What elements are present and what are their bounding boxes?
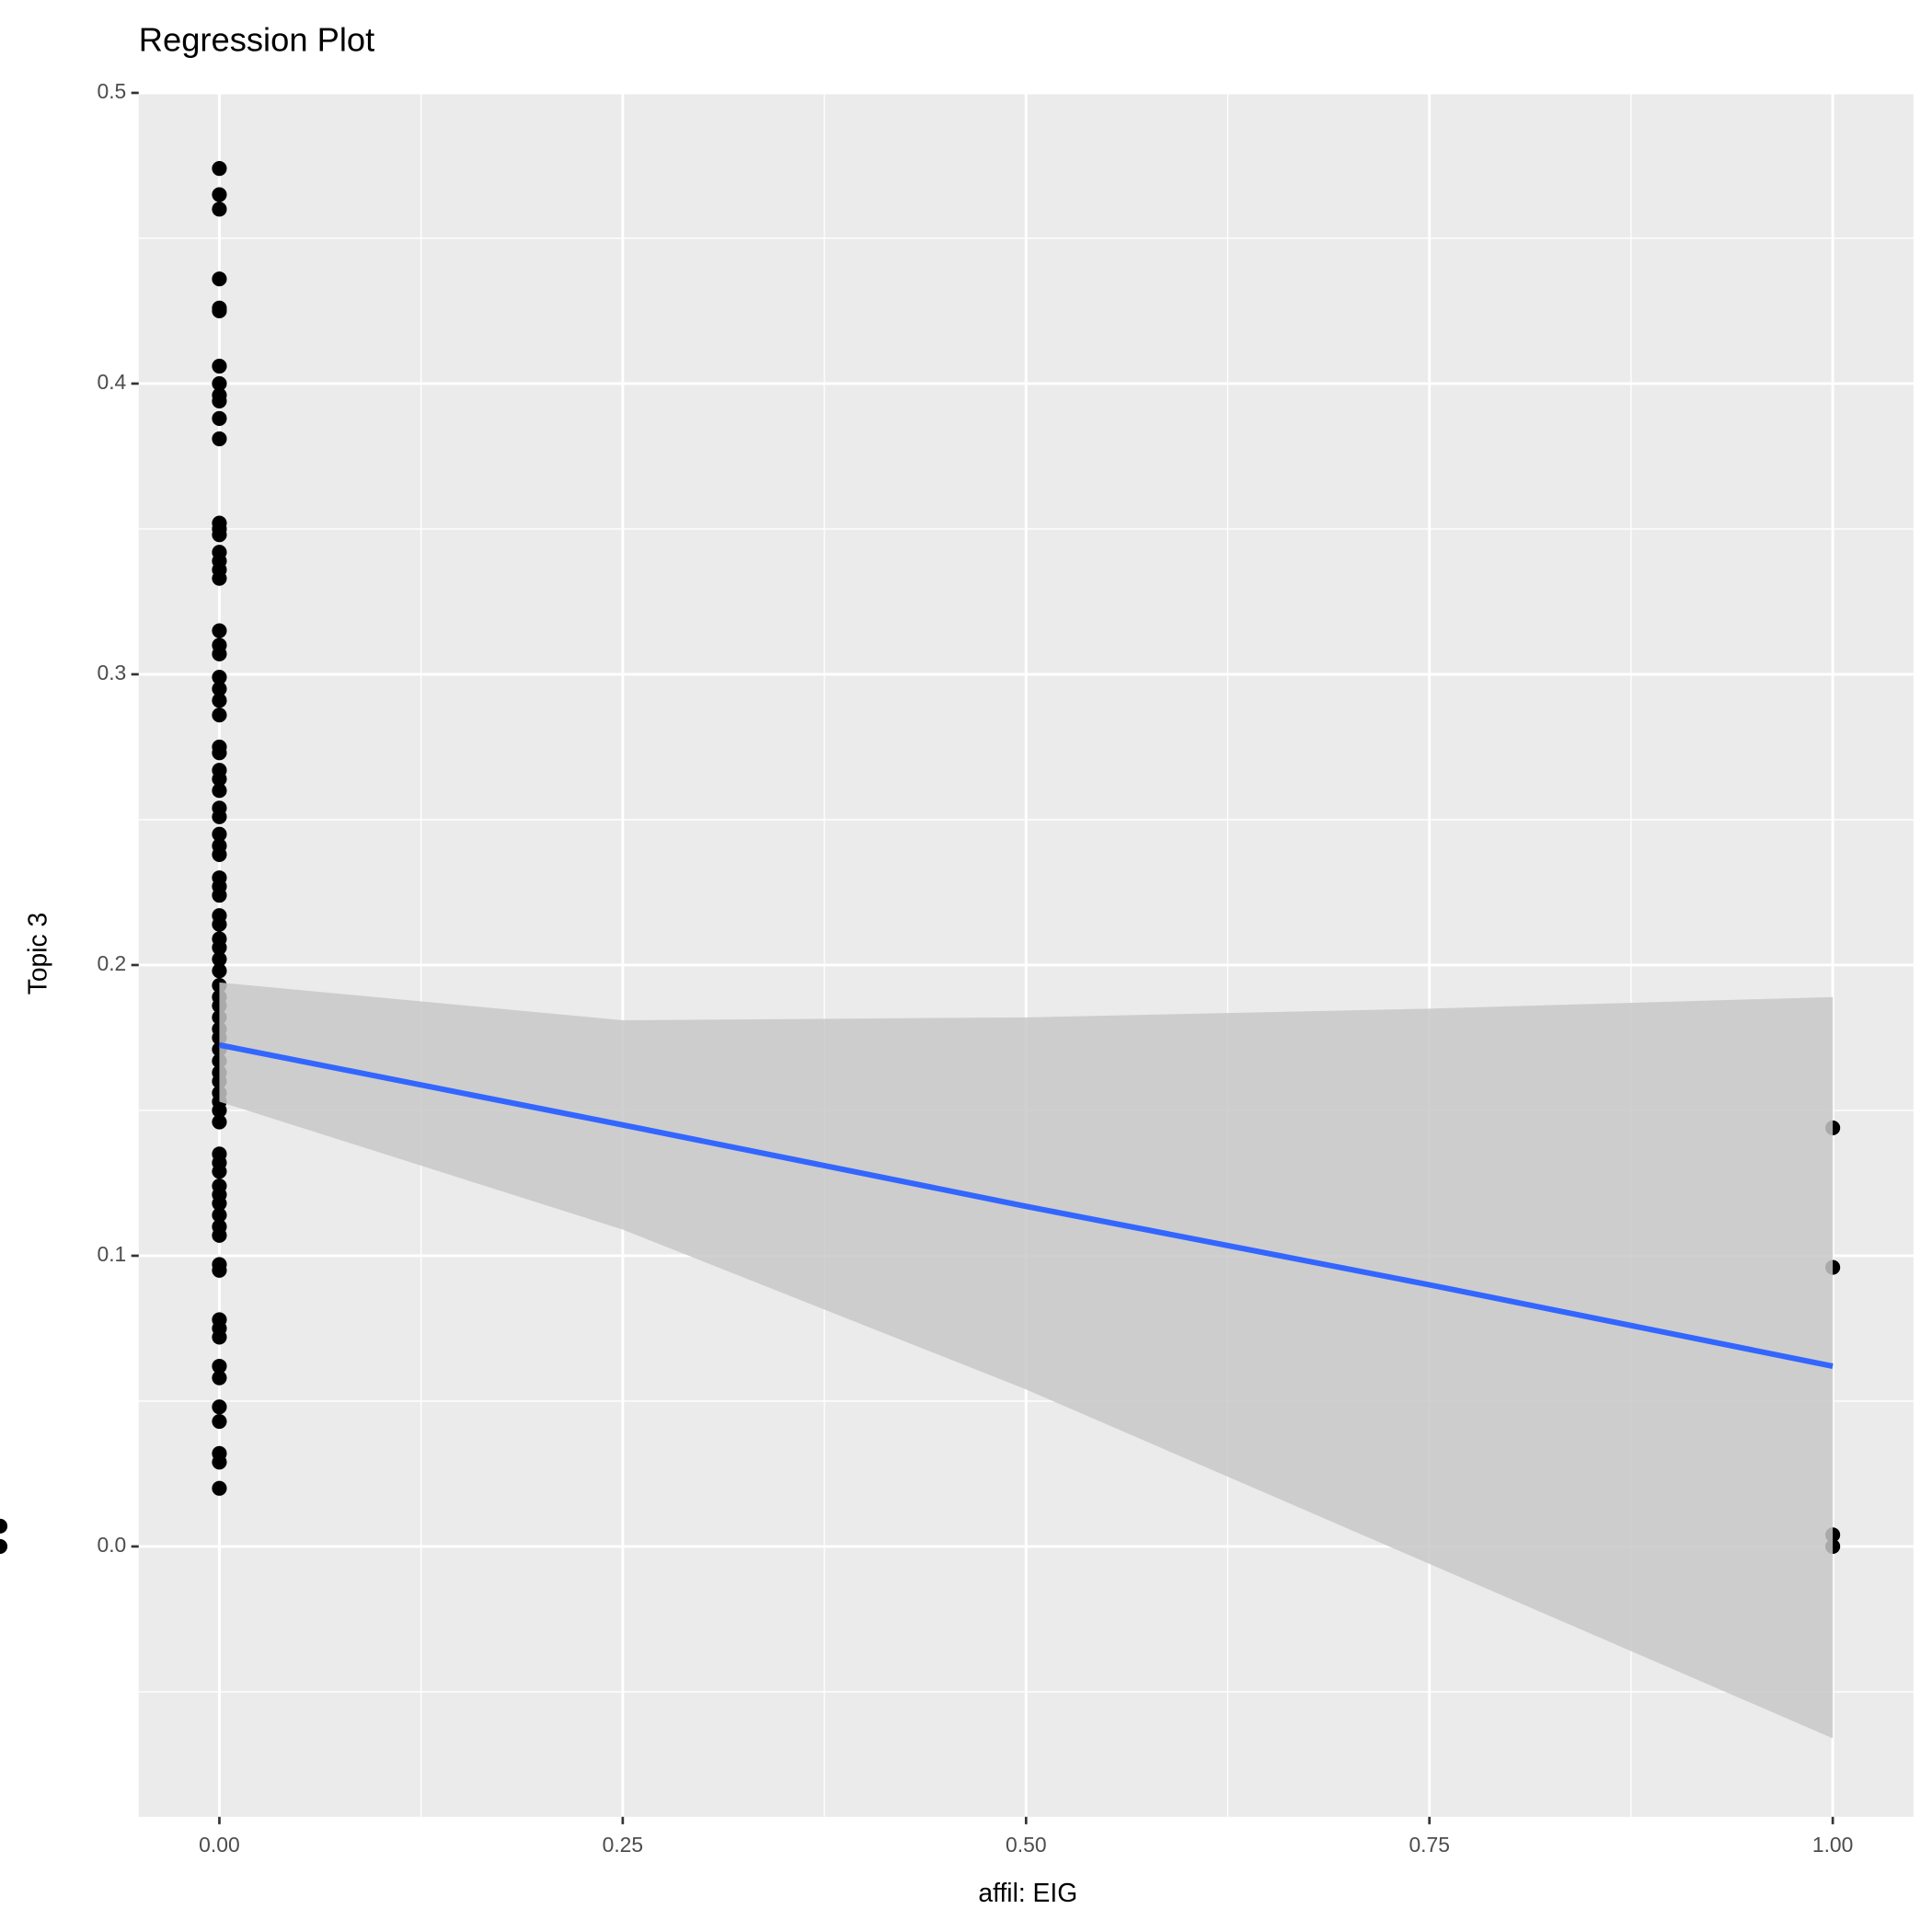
x-tick-label: 0.75: [1409, 1833, 1450, 1857]
x-tick-label: 0.25: [603, 1833, 644, 1857]
point: [212, 527, 227, 543]
point: [212, 888, 227, 903]
regression-line: [218, 1041, 1834, 1369]
point: [212, 1262, 227, 1278]
point: [212, 1227, 227, 1243]
point: [212, 393, 227, 408]
point: [212, 1102, 227, 1119]
point: [212, 1114, 227, 1130]
point: [212, 783, 227, 799]
y-tick-label: 0.2: [97, 951, 126, 975]
point: [212, 1207, 227, 1223]
point: [212, 375, 227, 392]
x-tick-label: 0.00: [199, 1833, 240, 1857]
y-tick-label: 0.4: [97, 370, 126, 394]
point: [212, 1164, 227, 1179]
y-tick-label: 0.5: [97, 79, 126, 103]
point: [212, 303, 227, 319]
point: [212, 1195, 227, 1212]
y-tick-label: 0.0: [97, 1533, 126, 1557]
point: [212, 623, 227, 638]
point: [212, 707, 227, 723]
point: [212, 846, 227, 862]
point: [212, 1455, 227, 1470]
point: [0, 1538, 8, 1555]
point: [212, 431, 227, 447]
confidence-band: [219, 982, 1834, 1739]
point: [212, 771, 227, 787]
point: [212, 201, 227, 217]
point: [212, 1329, 227, 1345]
point: [212, 1358, 227, 1374]
point: [212, 939, 227, 956]
point: [212, 570, 227, 586]
point: [212, 1370, 227, 1386]
point: [212, 358, 227, 374]
point: [212, 951, 227, 967]
point: [212, 1480, 227, 1496]
point: [0, 1518, 8, 1534]
point: [212, 916, 227, 932]
y-axis-title: Topic 3: [23, 913, 52, 995]
point: [212, 745, 227, 761]
point: [212, 1413, 227, 1430]
y-tick-label: 0.1: [97, 1242, 126, 1266]
point: [212, 670, 227, 685]
point: [212, 1399, 227, 1415]
y-tick-label: 0.3: [97, 661, 126, 684]
point: [212, 646, 227, 661]
point: [212, 187, 227, 202]
point: [212, 410, 227, 426]
point: [212, 161, 227, 177]
point: [212, 681, 227, 696]
chart-title: Regression Plot: [139, 20, 374, 58]
point: [212, 809, 227, 824]
point: [212, 826, 227, 842]
point: [212, 271, 227, 287]
point: [212, 963, 227, 979]
x-tick-label: 0.50: [1006, 1833, 1047, 1857]
x-axis-title: affil: EIG: [978, 1878, 1077, 1907]
point: [212, 693, 227, 708]
x-tick-label: 1.00: [1812, 1833, 1854, 1857]
